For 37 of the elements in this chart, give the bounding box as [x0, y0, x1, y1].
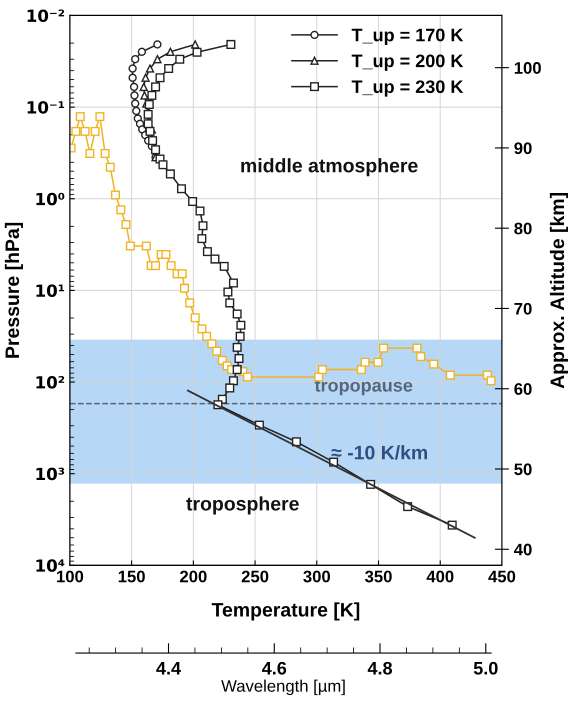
x2-tick-label: 5.0	[474, 662, 498, 675]
y2-tick-label: 40	[514, 544, 532, 556]
x-tick-label: 150	[118, 570, 145, 582]
y2-tick-label: 50	[514, 463, 532, 476]
x2-tick-label: 4.6	[262, 662, 286, 675]
y-tick-label: 10⁰	[36, 192, 64, 206]
y2-tick-label: 100	[514, 62, 541, 74]
y2-tick-label: 90	[514, 142, 532, 154]
legend-label: T_up = 200 K	[352, 54, 464, 71]
x-tick-label: 450	[488, 570, 516, 582]
x-tick-label: 300	[303, 570, 330, 582]
annotation: ≈ -10 K/km	[332, 445, 428, 460]
x-tick-label: 100	[57, 570, 84, 582]
annotation: troposphere	[186, 496, 299, 514]
y2-tick-label: 60	[514, 383, 532, 395]
ref-line-label: tropopause	[314, 380, 412, 396]
y2-tick-label: 80	[514, 222, 532, 234]
y-axis-title: Pressure [hPa]	[4, 222, 23, 358]
y-tick-label: 10³	[36, 468, 64, 480]
x-axis-title: Temperature [K]	[212, 602, 360, 620]
legend-label: T_up = 170 K	[352, 28, 464, 45]
y-tick-label: 10⁻¹	[28, 101, 64, 114]
x-tick-label: 250	[242, 570, 268, 582]
y-tick-label: 10²	[36, 376, 64, 389]
x-tick-label: 350	[364, 570, 392, 582]
y-tick-label: 10¹	[36, 284, 64, 297]
annotation: middle atmosphere	[241, 158, 418, 176]
x2-axis-title: Wavelength [µm]	[221, 680, 345, 696]
x-tick-label: 400	[426, 570, 454, 582]
legend-label: T_up = 230 K	[352, 80, 464, 97]
x-tick-label: 200	[180, 570, 207, 582]
y2-axis-title: Approx. Altitude [km]	[550, 193, 568, 388]
y-tick-label: 10⁴	[36, 559, 64, 572]
y2-tick-label: 70	[514, 302, 532, 315]
x2-tick-label: 4.8	[368, 662, 392, 675]
x2-tick-label: 4.4	[156, 662, 181, 674]
y-tick-label: 10⁻²	[28, 9, 64, 22]
